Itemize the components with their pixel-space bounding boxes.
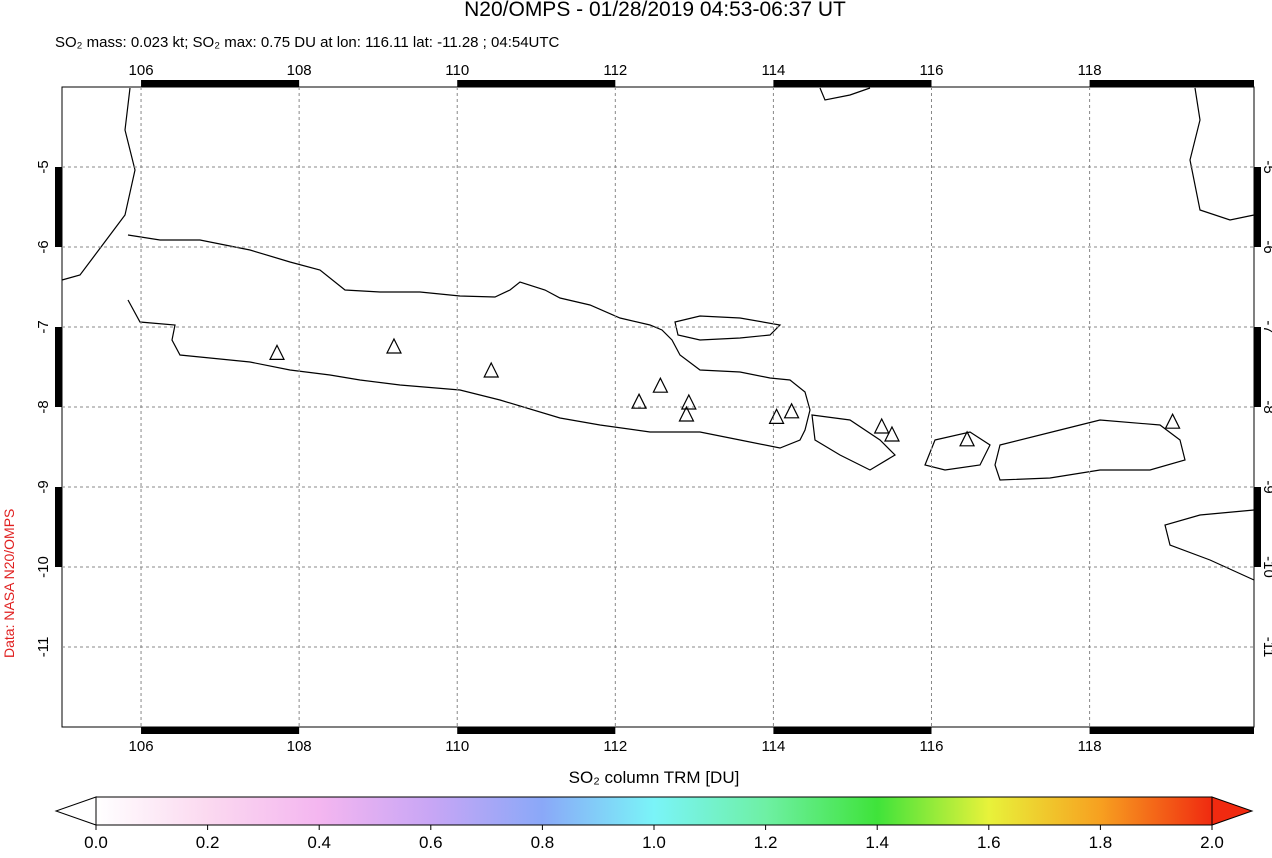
x-tick-label: 110 xyxy=(445,738,469,755)
colorbar-tick-label: 0.8 xyxy=(531,833,555,852)
java-coast xyxy=(127,234,811,449)
volcano xyxy=(269,344,285,360)
y-tick-label: -11 xyxy=(1260,637,1272,658)
volcano xyxy=(680,393,697,410)
sumba-coast xyxy=(1164,509,1255,581)
x-tick-label: 114 xyxy=(761,62,785,79)
y-tick-label: -10 xyxy=(1260,556,1272,578)
colorbar-tick-label: 1.2 xyxy=(754,833,778,852)
x-tick-label: 106 xyxy=(129,62,154,79)
subtitle: SO₂ mass: 0.023 kt; SO₂ max: 0.75 DU at … xyxy=(55,34,560,51)
frame-segment xyxy=(773,80,932,87)
volcano xyxy=(768,408,785,424)
y-tick-label: -7 xyxy=(35,320,52,333)
x-tick-label: 114 xyxy=(761,738,785,755)
volcano xyxy=(386,337,402,354)
volcano xyxy=(783,402,800,419)
frame-segment xyxy=(55,487,62,567)
y-tick-label: -11 xyxy=(35,637,52,658)
borneo-coast xyxy=(819,87,871,101)
frame-segment xyxy=(141,80,300,87)
madura-coast xyxy=(674,315,782,341)
colorbar-tick-label: 2.0 xyxy=(1200,833,1224,852)
x-tick-label: 118 xyxy=(1078,738,1102,755)
colorbar-tick-label: 1.0 xyxy=(642,833,666,852)
colorbar-tick-label: 0.4 xyxy=(307,833,331,852)
bali-coast xyxy=(811,414,896,471)
side-label: Data: NASA N20/OMPS xyxy=(1,509,17,658)
volcano xyxy=(884,425,900,442)
lombok-coast xyxy=(924,431,991,471)
colorbar xyxy=(95,796,1213,826)
y-tick-label: -5 xyxy=(35,160,52,173)
y-tick-label: -7 xyxy=(1260,320,1272,333)
colorbar-tick-label: 0.6 xyxy=(419,833,443,852)
volcano xyxy=(959,430,976,447)
volcano xyxy=(652,376,669,393)
y-tick-label: -8 xyxy=(1260,400,1272,413)
colorbar-tick-label: 1.8 xyxy=(1089,833,1113,852)
frame-segment xyxy=(141,727,300,734)
y-tick-label: -6 xyxy=(1260,240,1272,253)
volcano xyxy=(678,405,695,422)
frame-segment xyxy=(1089,727,1254,734)
x-tick-label: 106 xyxy=(129,738,154,755)
frame-segment xyxy=(457,80,616,87)
x-tick-label: 110 xyxy=(445,62,469,79)
x-tick-label: 112 xyxy=(603,738,627,755)
frame-segment xyxy=(55,327,62,407)
x-tick-label: 118 xyxy=(1078,62,1102,79)
colorbar-tick-label: 0.0 xyxy=(84,833,108,852)
frame-segment xyxy=(1254,327,1261,407)
colorbar-tick-label: 1.6 xyxy=(977,833,1001,852)
x-tick-label: 116 xyxy=(920,738,944,755)
volcano xyxy=(873,417,890,434)
sulawesi-coast xyxy=(1189,87,1255,221)
sumatra-coast xyxy=(61,87,136,281)
volcano xyxy=(1164,412,1181,429)
title: N20/OMPS - 01/28/2019 04:53-06:37 UT xyxy=(464,0,846,21)
colorbar-over-arrow xyxy=(1211,796,1254,826)
y-tick-label: -9 xyxy=(35,480,52,493)
volcano xyxy=(631,392,647,409)
frame-segment xyxy=(773,727,932,734)
x-tick-label: 108 xyxy=(287,738,312,755)
y-tick-label: -9 xyxy=(1260,480,1272,493)
x-tick-label: 112 xyxy=(603,62,627,79)
y-tick-label: -6 xyxy=(35,240,52,253)
frame-segment xyxy=(55,167,62,247)
y-tick-label: -5 xyxy=(1260,160,1272,173)
coastlines xyxy=(61,87,1255,581)
x-tick-label: 116 xyxy=(920,62,944,79)
frame-segment xyxy=(457,727,616,734)
colorbar-tick-label: 0.2 xyxy=(196,833,220,852)
y-tick-label: -10 xyxy=(35,556,52,578)
frame-segment xyxy=(1254,167,1261,247)
colorbar-under-arrow xyxy=(54,796,97,826)
sumbawa-coast xyxy=(994,419,1186,481)
y-tick-label: -8 xyxy=(35,400,52,413)
colorbar-label: SO₂ column TRM [DU] xyxy=(569,768,740,787)
colorbar-tick-label: 1.4 xyxy=(865,833,889,852)
x-tick-label: 108 xyxy=(287,62,312,79)
frame-segment xyxy=(1089,80,1254,87)
frame-segment xyxy=(1254,487,1261,567)
volcano xyxy=(483,361,500,378)
